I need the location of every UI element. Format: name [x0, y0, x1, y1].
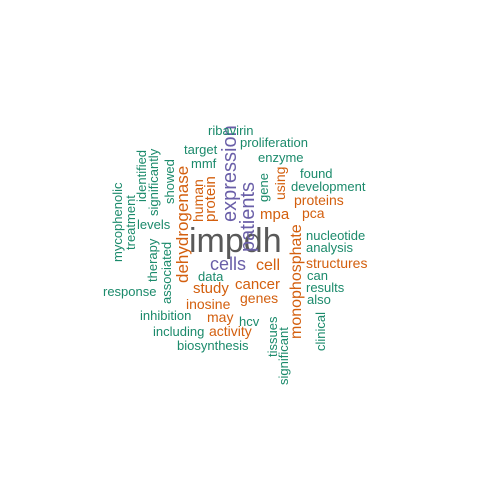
word-can: can — [307, 268, 328, 283]
word-inhibition: inhibition — [140, 308, 192, 323]
word-therapy: therapy — [145, 238, 160, 282]
word-data: data — [198, 269, 224, 284]
word-biosynthesis: biosynthesis — [177, 338, 249, 353]
word-expression: expression — [219, 125, 241, 222]
word-pca: pca — [302, 205, 325, 221]
word-proliferation: proliferation — [240, 135, 308, 150]
word-cancer: cancer — [235, 276, 281, 293]
word-study: study — [193, 280, 229, 297]
word-analysis: analysis — [306, 240, 353, 255]
word-structures: structures — [306, 255, 368, 271]
word-mmf: mmf — [191, 156, 217, 171]
word-also: also — [307, 292, 331, 307]
word-cell: cell — [256, 257, 281, 274]
word-target: target — [184, 142, 218, 157]
word-using: using — [272, 166, 288, 200]
word-enzyme: enzyme — [258, 150, 304, 165]
word-may: may — [207, 309, 234, 325]
word-significantly: significantly — [146, 148, 161, 216]
word-monophosphate: monophosphate — [288, 224, 305, 339]
word-mpa: mpa — [260, 206, 290, 223]
word-cells: cells — [210, 254, 247, 274]
word-found: found — [300, 166, 333, 181]
word-including: including — [153, 324, 205, 339]
word-impdh: impdh — [189, 222, 282, 260]
word-levels: levels — [137, 217, 171, 232]
word-mycophenolic: mycophenolic — [110, 182, 125, 263]
word-activity: activity — [209, 323, 252, 339]
word-genes: genes — [240, 290, 279, 306]
word-clinical: clinical — [313, 311, 328, 351]
word-results: results — [306, 280, 345, 295]
word-significant: significant — [276, 327, 291, 385]
word-development: development — [291, 179, 366, 194]
word-proteins: proteins — [294, 192, 344, 208]
word-ribavirin: ribavirin — [208, 123, 254, 138]
word-associated: associated — [159, 241, 174, 304]
word-hcv: hcv — [239, 314, 260, 329]
word-inosine: inosine — [186, 296, 231, 312]
word-treatment: treatment — [123, 195, 138, 250]
word-patients: patients — [237, 181, 259, 252]
word-gene: gene — [256, 173, 271, 202]
word-showed: showed — [162, 159, 177, 204]
word-response: response — [103, 284, 157, 299]
word-nucleotide: nucleotide — [306, 228, 366, 243]
word-human: human — [190, 179, 206, 222]
